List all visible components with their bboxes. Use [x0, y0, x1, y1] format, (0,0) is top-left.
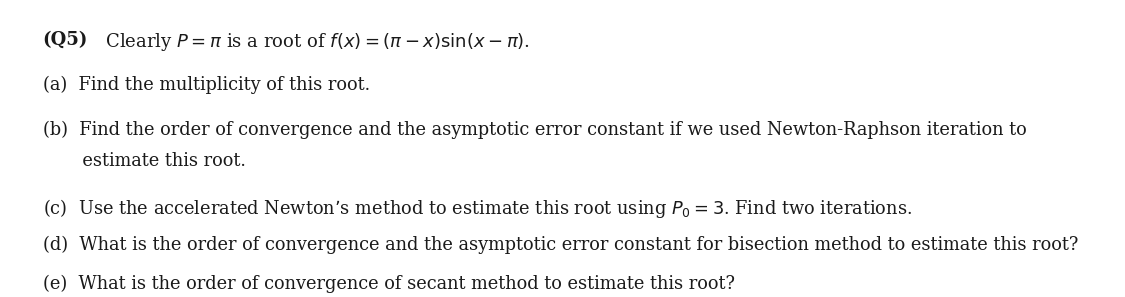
- Text: Clearly $P = \pi$ is a root of $f(x) = (\pi - x)\sin(x - \pi)$.: Clearly $P = \pi$ is a root of $f(x) = (…: [93, 31, 530, 53]
- Text: (c)  Use the accelerated Newton’s method to estimate this root using $P_0 = 3$. : (c) Use the accelerated Newton’s method …: [43, 197, 911, 219]
- Text: (Q5): (Q5): [43, 31, 88, 49]
- Text: (b)  Find the order of convergence and the asymptotic error constant if we used : (b) Find the order of convergence and th…: [43, 120, 1026, 138]
- Text: (d)  What is the order of convergence and the asymptotic error constant for bise: (d) What is the order of convergence and…: [43, 236, 1078, 254]
- Text: (a)  Find the multiplicity of this root.: (a) Find the multiplicity of this root.: [43, 76, 370, 94]
- Text: (e)  What is the order of convergence of secant method to estimate this root?: (e) What is the order of convergence of …: [43, 275, 735, 293]
- Text: estimate this root.: estimate this root.: [43, 152, 245, 170]
